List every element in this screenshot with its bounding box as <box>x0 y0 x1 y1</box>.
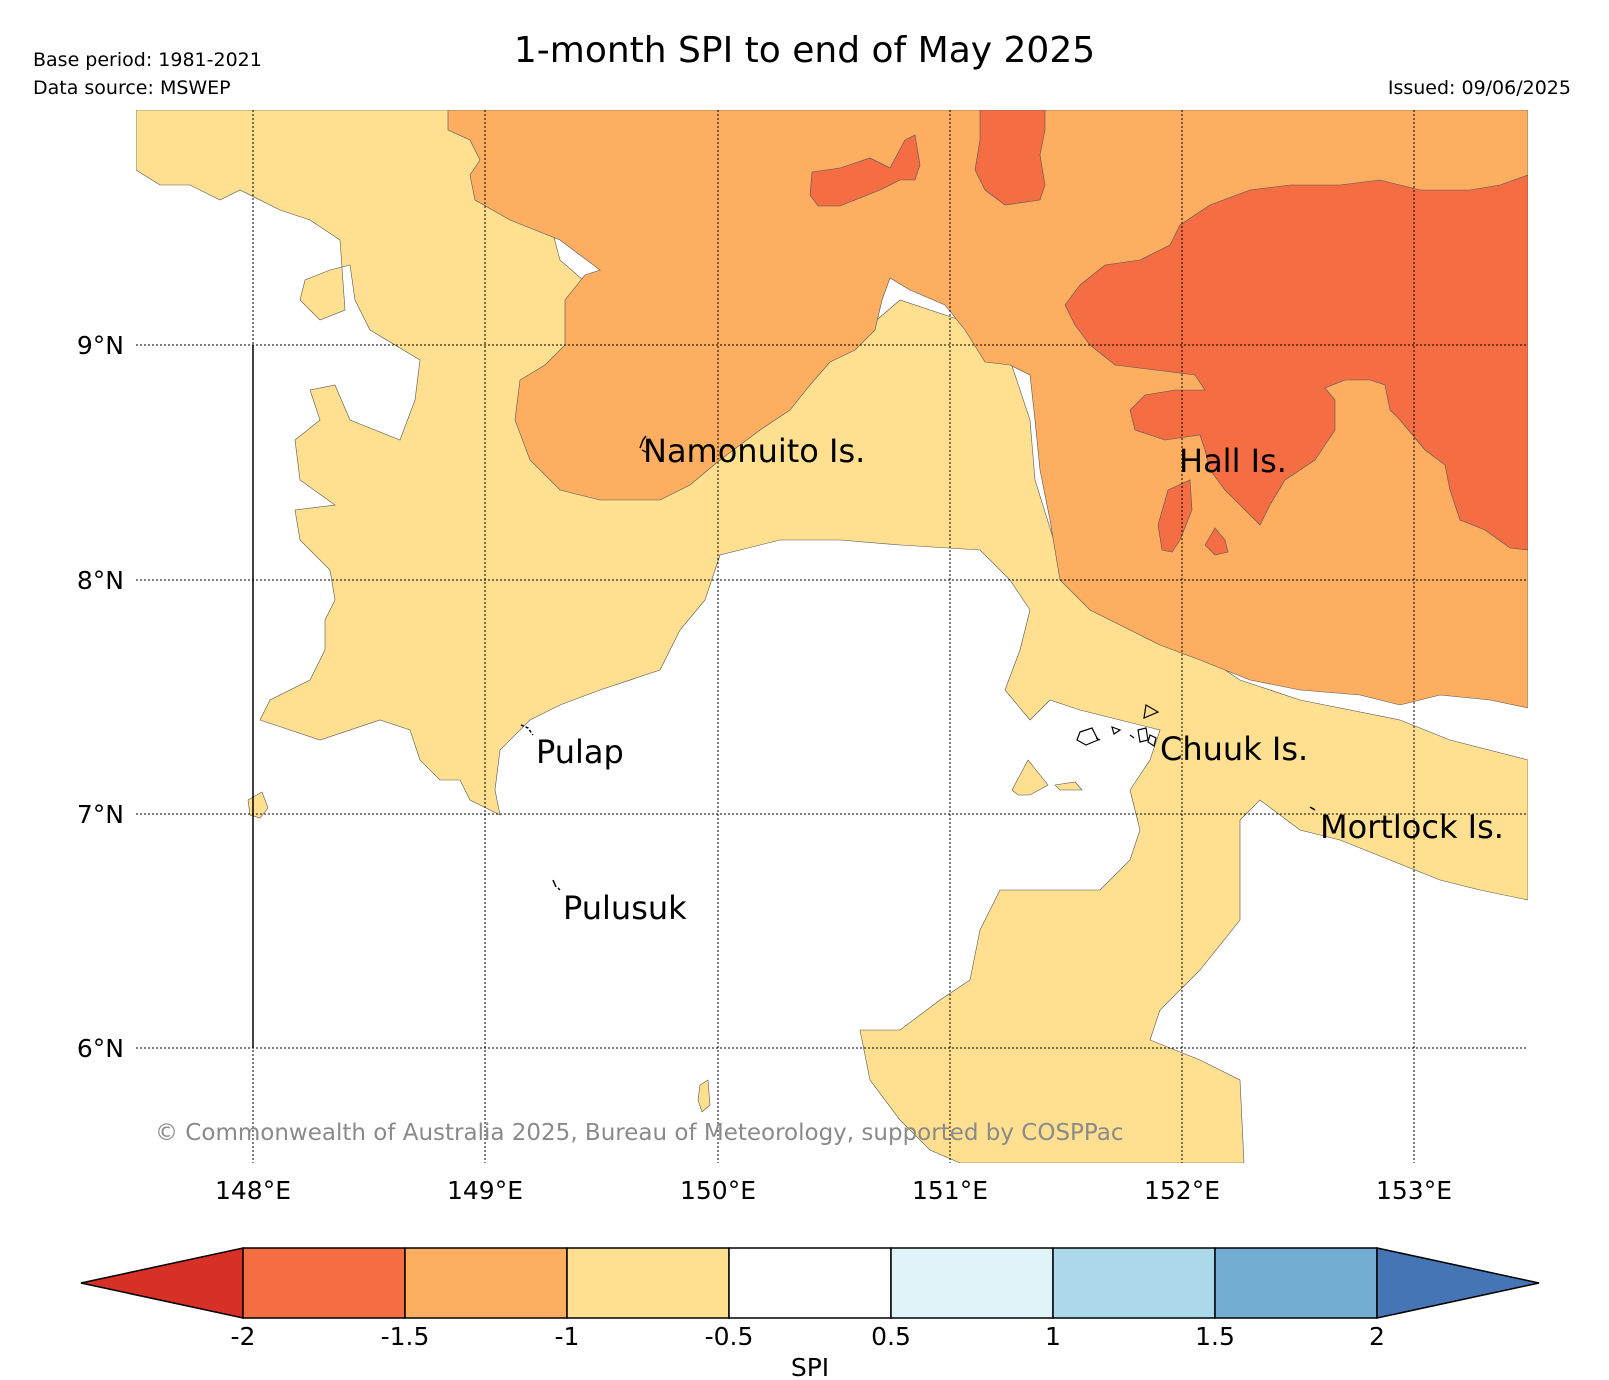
lat-label-8n: 8°N <box>77 566 124 595</box>
colorbar-bin-neg1p5-neg1 <box>404 1247 568 1319</box>
colorbar-bin-neg0p5-0p5 <box>728 1247 892 1319</box>
colorbar-tick-1p5: 1.5 <box>1195 1322 1235 1351</box>
colorbar-label: SPI <box>791 1353 829 1380</box>
colorbar-bin-1p5-2 <box>1214 1247 1378 1319</box>
spi-yellow-island-chuuk-west <box>1011 759 1083 796</box>
map-area <box>136 110 1528 1163</box>
place-label-namonuito: Namonuito Is. <box>643 432 865 470</box>
place-label-chuuk: Chuuk Is. <box>1160 730 1308 768</box>
lon-label-149e: 149°E <box>447 1176 523 1205</box>
colorbar-bin-neg1-neg0p5 <box>566 1247 730 1319</box>
place-label-pulusuk: Pulusuk <box>563 889 687 927</box>
place-label-hall: Hall Is. <box>1179 442 1287 480</box>
colorbar-bin-1-1p5 <box>1052 1247 1216 1319</box>
pulap-mark <box>520 724 534 736</box>
lat-label-9n: 9°N <box>77 331 124 360</box>
spi-darkorange-region-north-small <box>974 110 1046 206</box>
spi-darkorange-region-north-blob <box>809 134 921 207</box>
colorbar-bin-0p5-1 <box>890 1247 1054 1319</box>
data-source-text: Data source: MSWEP <box>33 77 231 99</box>
map-title: 1-month SPI to end of May 2025 <box>513 30 1096 71</box>
lat-label-7n: 7°N <box>77 800 124 829</box>
colorbar-tick-neg1p5: -1.5 <box>381 1322 430 1351</box>
base-period-text: Base period: 1981-2021 <box>33 49 262 71</box>
colorbar <box>80 1247 1540 1319</box>
place-label-pulap: Pulap <box>536 733 624 771</box>
colorbar-tick-neg0p5: -0.5 <box>705 1322 754 1351</box>
pulusuk-mark <box>552 879 561 891</box>
colorbar-tick-0p5: 0.5 <box>871 1322 911 1351</box>
lon-label-148e: 148°E <box>215 1176 291 1205</box>
spi-yellow-island-south <box>697 1079 711 1113</box>
place-label-mortlock: Mortlock Is. <box>1320 808 1504 846</box>
spi-darkorange-island-hall-b <box>1204 527 1229 556</box>
graticule <box>136 110 1528 1163</box>
lon-label-152e: 152°E <box>1144 1176 1220 1205</box>
chuuk-islands-mark <box>1076 704 1160 747</box>
lon-label-153e: 153°E <box>1376 1176 1452 1205</box>
spi-darkorange-island-hall-a <box>1157 479 1193 553</box>
colorbar-tick-neg1: -1 <box>555 1322 580 1351</box>
issued-date-text: Issued: 09/06/2025 <box>1387 77 1571 99</box>
colorbar-extend-low <box>80 1247 244 1319</box>
colorbar-tick-1: 1 <box>1045 1322 1061 1351</box>
spi-yellow-region-west <box>136 110 1528 1163</box>
spi-darkorange-region-northeast <box>1064 174 1528 551</box>
lon-label-151e: 151°E <box>912 1176 988 1205</box>
namonuito-mark <box>639 435 647 453</box>
copyright-notice: © Commonwealth of Australia 2025, Bureau… <box>155 1120 1124 1146</box>
colorbar-extend-high <box>1376 1247 1540 1319</box>
colorbar-bin-neg2-neg1p5 <box>242 1247 406 1319</box>
mortlock-mark <box>1309 806 1316 811</box>
colorbar-tick-2: 2 <box>1369 1322 1385 1351</box>
lat-label-6n: 6°N <box>77 1034 124 1063</box>
colorbar-tick-neg2: -2 <box>231 1322 256 1351</box>
lon-label-150e: 150°E <box>680 1176 756 1205</box>
